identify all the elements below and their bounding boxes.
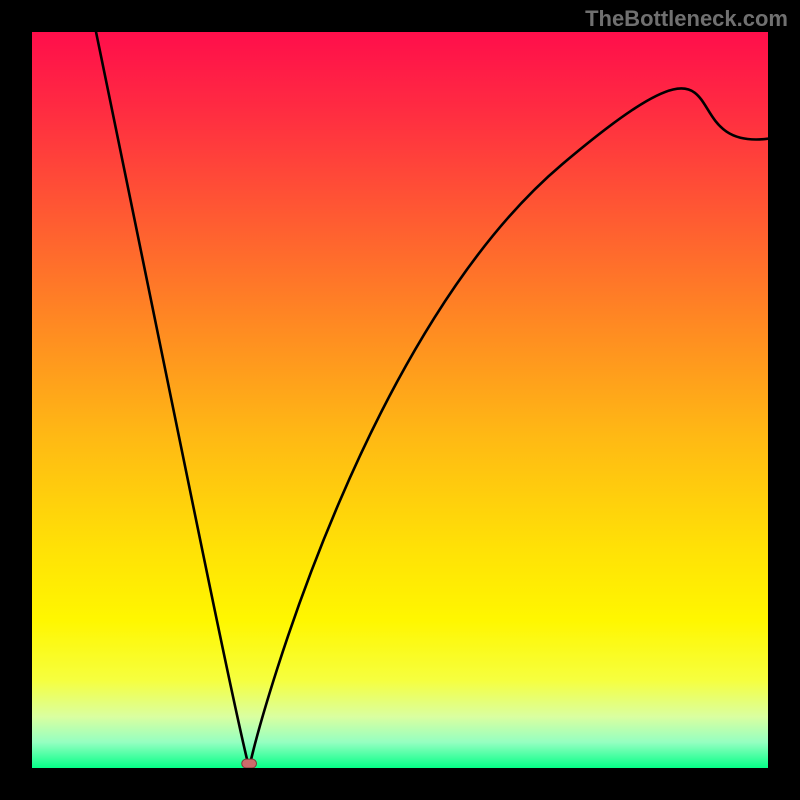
- bottleneck-curve-chart: [32, 32, 768, 768]
- watermark-link[interactable]: TheBottleneck.com: [585, 6, 788, 31]
- gradient-background: [32, 32, 768, 768]
- optimal-point-marker: [242, 759, 257, 768]
- watermark[interactable]: TheBottleneck.com: [585, 6, 788, 32]
